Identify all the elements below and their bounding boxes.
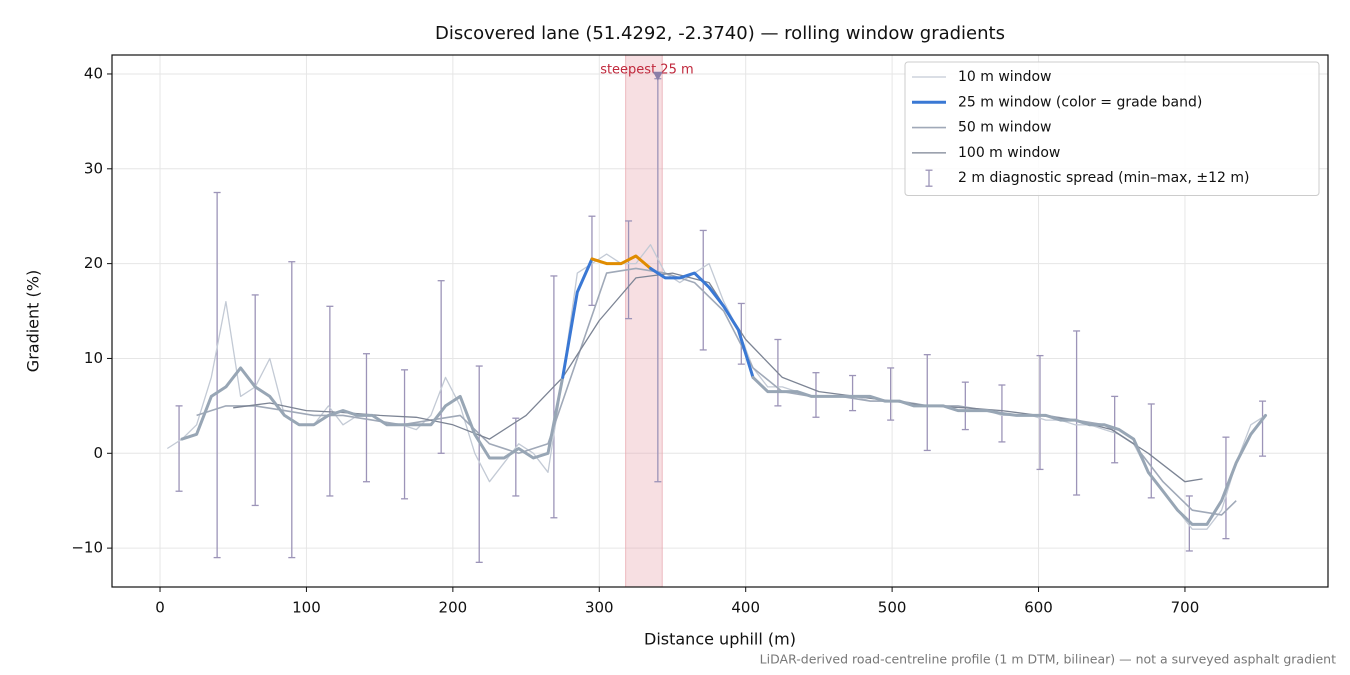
series-line — [590, 254, 652, 270]
x-tick-label: 600 — [1024, 599, 1053, 617]
x-axis-label: Distance uphill (m) — [644, 630, 796, 649]
legend-label: 100 m window — [958, 145, 1060, 161]
y-tick-label: 30 — [84, 159, 103, 177]
x-tick-label: 400 — [731, 599, 760, 617]
x-tick-label: 100 — [292, 599, 321, 617]
steepest-marker — [652, 71, 663, 81]
series-line — [180, 366, 565, 460]
x-tick-label: 500 — [878, 599, 907, 617]
y-tick-label: 20 — [84, 254, 103, 272]
legend-label: 50 m window — [958, 120, 1051, 136]
x-tick-label: 300 — [585, 599, 614, 617]
series-line — [166, 244, 1266, 530]
footnote: LiDAR-derived road-centreline profile (1… — [760, 652, 1336, 667]
series-line — [561, 257, 594, 379]
x-tick-label: 700 — [1171, 599, 1200, 617]
y-tick-label: 0 — [93, 444, 103, 462]
legend-label: 10 m window — [958, 69, 1051, 85]
plot-frame — [111, 54, 1329, 588]
legend-label: 25 m window (color = grade band) — [958, 94, 1202, 110]
highlight-band — [625, 54, 663, 588]
series-line — [649, 266, 755, 379]
legend-label: 2 m diagnostic spread (min–max, ±12 m) — [958, 170, 1249, 186]
series-line — [751, 375, 1267, 526]
y-axis-label: Gradient (%) — [24, 270, 43, 372]
y-tick-label: 10 — [84, 349, 103, 367]
y-tick-label: −10 — [71, 539, 103, 557]
x-tick-label: 200 — [439, 599, 468, 617]
highlight-label: steepest 25 m — [600, 63, 693, 78]
x-tick-label: 0 — [155, 599, 165, 617]
y-tick-label: 40 — [84, 64, 103, 82]
legend-box — [904, 61, 1320, 196]
chart-title: Discovered lane (51.4292, -2.3740) — rol… — [435, 23, 1005, 44]
